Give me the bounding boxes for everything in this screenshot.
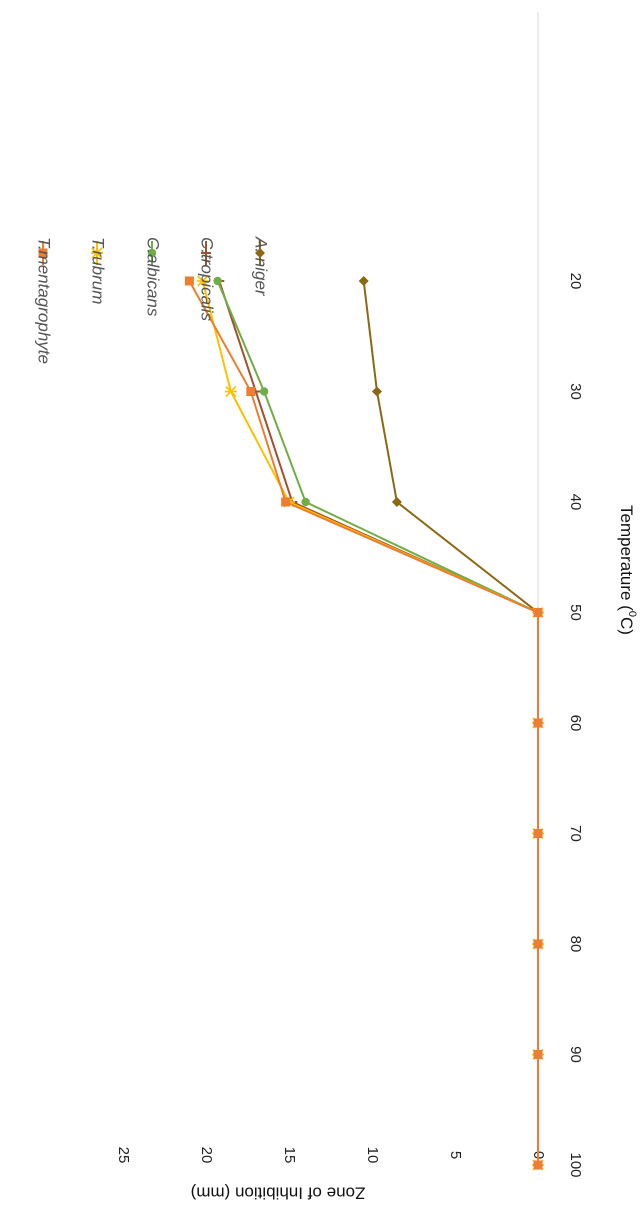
data-point [358, 276, 369, 286]
data-point [391, 497, 402, 507]
series-line-3 [218, 280, 539, 1165]
x-tick-label: 30 [567, 383, 584, 400]
x-axis-title-main: Temperature ( [617, 505, 636, 611]
y-axis-title: Zone of Inhibition (mm) [191, 1184, 366, 1203]
legend-label: C.tropicalis [198, 237, 217, 322]
y-tick-label: 5 [447, 1151, 464, 1159]
legend-label: C.albicans [144, 237, 163, 317]
data-point [533, 1160, 543, 1170]
legend-marker [147, 248, 157, 258]
legend-item: C.albicans [144, 237, 163, 317]
y-tick-label: 25 [115, 1147, 132, 1164]
legend: T.mentagrophyte T.rubrum C.albicans C.tropi… [35, 236, 271, 364]
data-point [213, 276, 222, 286]
data-point [533, 1050, 543, 1059]
x-tick-label: 40 [567, 494, 584, 511]
data-point [533, 829, 543, 838]
x-tick-label: 60 [567, 715, 584, 732]
data-point [246, 387, 256, 396]
legend-label: T.rubrum [89, 237, 108, 304]
legend-item: A. niger [252, 236, 271, 297]
y-tick-label: 20 [198, 1147, 215, 1164]
y-tick-label: 10 [364, 1147, 381, 1164]
data-point [184, 276, 194, 286]
x-tick-label: 80 [567, 936, 584, 953]
series-line-1 [201, 280, 539, 1165]
legend-marker [255, 248, 265, 258]
x-axis-title-sup: 0 [626, 611, 638, 617]
legend-marker [91, 247, 103, 259]
data-point [196, 275, 209, 287]
x-tick-label: 90 [567, 1046, 584, 1063]
data-point [281, 497, 291, 507]
x-tick-label: 50 [567, 604, 584, 621]
data-point [259, 387, 269, 396]
series-line-4 [362, 280, 539, 1165]
legend-item: T.mentagrophyte [35, 237, 54, 364]
series-line-2 [216, 280, 539, 1165]
data-point [224, 385, 237, 398]
legend-label: A. niger [252, 236, 271, 297]
x-tick-label: 20 [567, 273, 584, 290]
data-point [371, 386, 382, 397]
y-tick-label: 15 [281, 1147, 298, 1164]
legend-label: T.mentagrophyte [35, 237, 54, 364]
x-axis-title-suffix: C) [617, 617, 636, 635]
x-tick-label: 100 [567, 1152, 584, 1177]
data-point [533, 608, 543, 617]
data-point [301, 497, 310, 507]
data-point [533, 939, 543, 949]
legend-item: T.rubrum [89, 237, 108, 304]
legend-item: C.tropicalis [198, 237, 217, 322]
x-axis-title: Temperature (0C) [617, 505, 639, 635]
legend-marker [38, 248, 48, 258]
data-point [533, 718, 543, 728]
x-tick-label: 70 [567, 825, 584, 842]
